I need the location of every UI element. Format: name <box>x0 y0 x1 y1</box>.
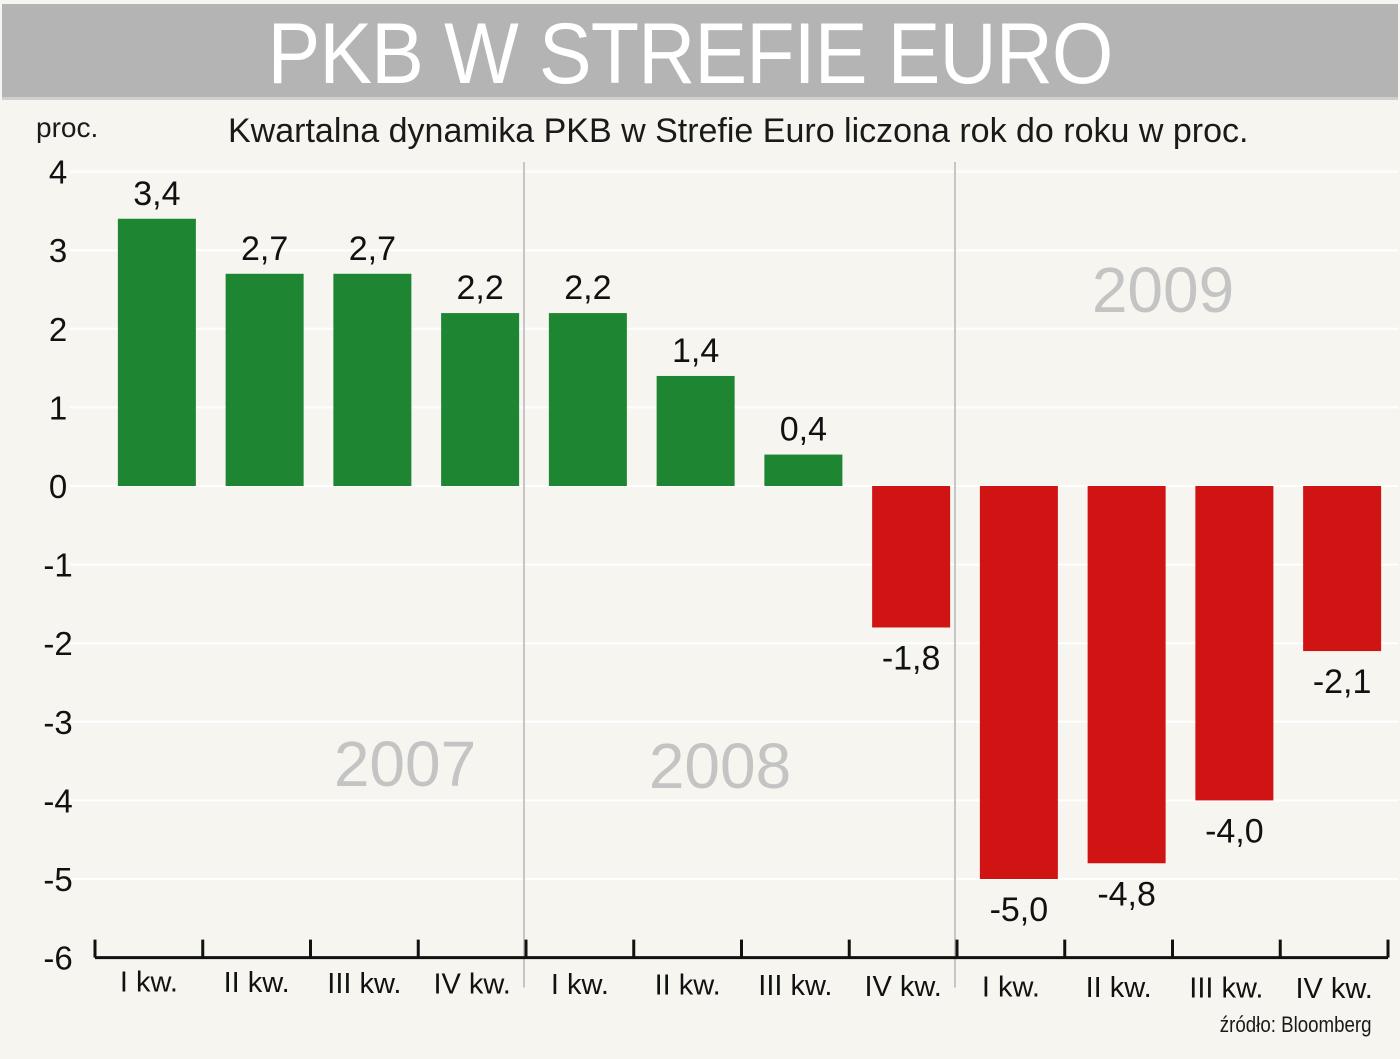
bar <box>872 486 951 628</box>
value-label: -4,0 <box>1205 812 1264 850</box>
x-tick-label: I kw. <box>982 971 1040 1003</box>
y-axis-unit: proc. <box>36 112 99 143</box>
y-tick-label: -6 <box>43 940 72 977</box>
x-tick-label: IV kw. <box>1295 973 1372 1005</box>
x-tick-label: IV kw. <box>433 968 510 1000</box>
bar <box>1195 486 1274 801</box>
x-tick-label: II kw. <box>1086 972 1152 1004</box>
x-tick-label: III kw. <box>327 968 401 1000</box>
bar <box>333 273 412 486</box>
year-label: 2007 <box>334 728 476 800</box>
y-tick-label: -4 <box>43 782 72 819</box>
bar <box>1087 486 1166 864</box>
bar <box>1303 486 1382 652</box>
bar <box>117 218 196 486</box>
value-label: 2,2 <box>564 269 611 307</box>
value-label: 2,7 <box>349 230 396 268</box>
value-label: 3,4 <box>133 175 180 213</box>
x-tick-label: I kw. <box>120 967 178 999</box>
source-note: źródło: Bloomberg <box>1220 1012 1372 1037</box>
x-tick-label: III kw. <box>758 970 832 1002</box>
bar <box>979 486 1058 879</box>
value-label: -4,8 <box>1097 875 1156 913</box>
y-tick-label: 4 <box>49 154 67 191</box>
y-tick-label: -2 <box>43 625 72 662</box>
x-tick-label: II kw. <box>655 970 721 1002</box>
x-tick-label: II kw. <box>224 967 290 999</box>
bar <box>548 313 627 486</box>
y-tick-label: -3 <box>43 704 72 741</box>
bar <box>764 454 843 486</box>
title-bar: PKB W STREFIE EURO <box>2 4 1398 102</box>
y-tick-label: 1 <box>49 389 67 426</box>
y-tick-label: -1 <box>43 547 72 584</box>
value-label: -5,0 <box>990 891 1049 929</box>
chart-title: PKB W STREFIE EURO <box>267 6 1113 102</box>
x-tick-label: III kw. <box>1189 973 1263 1005</box>
bar <box>441 313 520 486</box>
x-tick-label: I kw. <box>551 969 609 1001</box>
value-label: 2,7 <box>241 230 288 268</box>
y-tick-label: 2 <box>49 311 67 348</box>
y-tick-label: 0 <box>49 468 67 505</box>
y-tick-label: 3 <box>49 232 67 269</box>
value-label: -1,8 <box>882 639 941 677</box>
bar <box>656 375 735 486</box>
value-label: 2,2 <box>456 269 503 307</box>
value-label: 0,4 <box>780 411 827 449</box>
value-label: 1,4 <box>672 332 719 370</box>
x-tick-label: IV kw. <box>864 971 941 1003</box>
chart-subtitle: Kwartalna dynamika PKB w Strefie Euro li… <box>228 112 1249 150</box>
y-tick-label: -5 <box>43 861 72 898</box>
bar <box>225 273 304 486</box>
year-label: 2008 <box>649 730 791 802</box>
value-label: -2,1 <box>1313 663 1372 701</box>
year-label: 2009 <box>1092 254 1234 326</box>
